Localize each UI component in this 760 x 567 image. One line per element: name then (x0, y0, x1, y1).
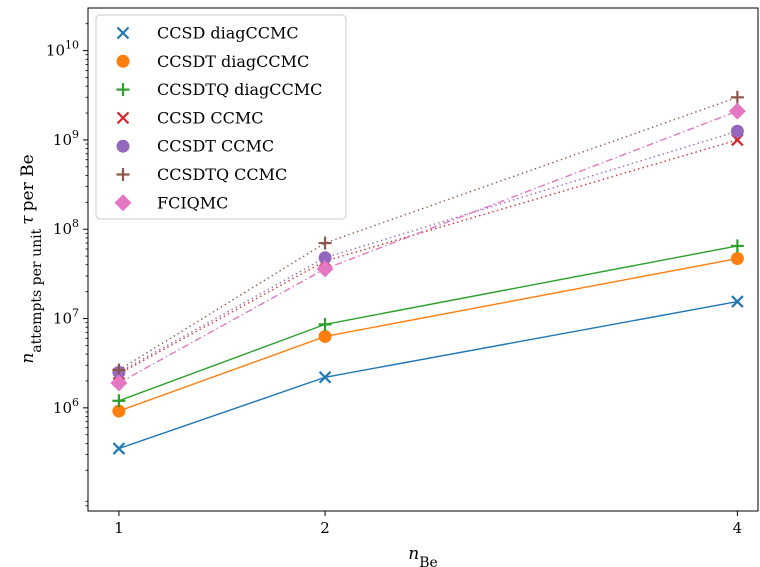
legend-items: CCSD diagCCMC CCSDT diagCCMC CCSDTQ diagCC… (114, 24, 322, 212)
legend-item: CCSD CCMC (116, 108, 263, 127)
data-point (730, 124, 744, 138)
y-tick-label: 106 (53, 396, 79, 417)
y-axis-title: nattempts per unit τ per Be (18, 154, 45, 363)
y-tick-label-exponent: 6 (72, 396, 79, 409)
legend-item: CCSDTQ diagCCMC (116, 80, 322, 99)
data-point (318, 251, 332, 265)
legend-item: CCSDTQ CCMC (116, 165, 287, 184)
data-point (731, 295, 744, 308)
legend-label: CCSD CCMC (157, 108, 263, 127)
legend-label: CCSDT diagCCMC (157, 52, 309, 71)
legend-marker (116, 111, 130, 125)
x-tick-label: 2 (320, 519, 330, 537)
series-ccsdt-diagccmc (112, 252, 744, 418)
x-axis-title-main: n (408, 544, 419, 564)
data-point (318, 370, 332, 384)
data-point (110, 374, 128, 392)
data-point (112, 394, 126, 408)
series-ccsdtq-ccmc (112, 90, 744, 377)
legend-marker (116, 54, 130, 68)
series-ccsd-diagccmc (112, 295, 744, 455)
series-layer (110, 90, 746, 455)
plot-frame (87, 7, 759, 512)
y-tick-label: 107 (53, 307, 79, 328)
legend-item: CCSDT CCMC (116, 137, 274, 156)
y-tick-label-base: 10 (53, 310, 72, 328)
legend-box (95, 14, 347, 220)
y-tick-label-exponent: 10 (65, 39, 79, 52)
series-line (118, 96, 738, 371)
x-axis-title: nBe (408, 544, 438, 567)
y-axis-title-tau: τ (18, 215, 38, 225)
data-point (112, 442, 126, 455)
y-tick-label: 108 (53, 217, 79, 238)
data-point (112, 363, 126, 377)
x-tick-label: 4 (733, 519, 743, 537)
data-point (730, 252, 744, 266)
legend: CCSD diagCCMC CCSDT diagCCMC CCSDTQ diagCC… (95, 14, 347, 220)
legend-marker (116, 83, 130, 97)
data-point (730, 239, 744, 253)
legend-item: CCSD diagCCMC (116, 24, 299, 43)
legend-marker (116, 26, 130, 40)
data-point (318, 317, 332, 331)
y-tick-label-base: 10 (53, 399, 72, 417)
x-tick-label: 1 (114, 519, 124, 537)
legend-item: FCIQMC (114, 193, 228, 212)
y-tick-label: 1010 (46, 39, 79, 60)
legend-marker (114, 194, 132, 212)
y-tick-label: 109 (53, 128, 79, 149)
data-point (318, 329, 332, 343)
legend-marker (116, 168, 130, 181)
y-tick-label-exponent: 8 (72, 217, 79, 230)
legend-label: CCSD diagCCMC (157, 24, 299, 43)
y-axis-title-sub: attempts per unit (29, 228, 45, 352)
y-axis-title-tail: per Be (18, 154, 38, 211)
y-tick-label-base: 10 (53, 131, 72, 149)
data-point (316, 260, 334, 278)
legend-label: CCSDT CCMC (157, 137, 274, 156)
y-tick-label-exponent: 7 (72, 307, 79, 320)
x-axis-title-sub: Be (419, 555, 438, 567)
y-tick-label-base: 10 (46, 42, 65, 60)
legend-label: FCIQMC (157, 193, 228, 212)
data-point (730, 90, 744, 104)
legend-label: CCSDTQ CCMC (157, 165, 287, 184)
y-axis-title-main: n (18, 353, 38, 364)
y-tick-label-exponent: 9 (72, 128, 79, 141)
series-ccsdtq-diagccmc (112, 239, 744, 408)
data-point (728, 102, 746, 120)
legend-label: CCSDTQ diagCCMC (157, 80, 322, 99)
data-point (318, 236, 332, 250)
data-point (112, 404, 126, 418)
legend-item: CCSDT diagCCMC (116, 52, 309, 71)
series-fciqmc (110, 102, 746, 392)
y-tick-label-base: 10 (53, 220, 72, 238)
legend-marker (116, 139, 130, 153)
